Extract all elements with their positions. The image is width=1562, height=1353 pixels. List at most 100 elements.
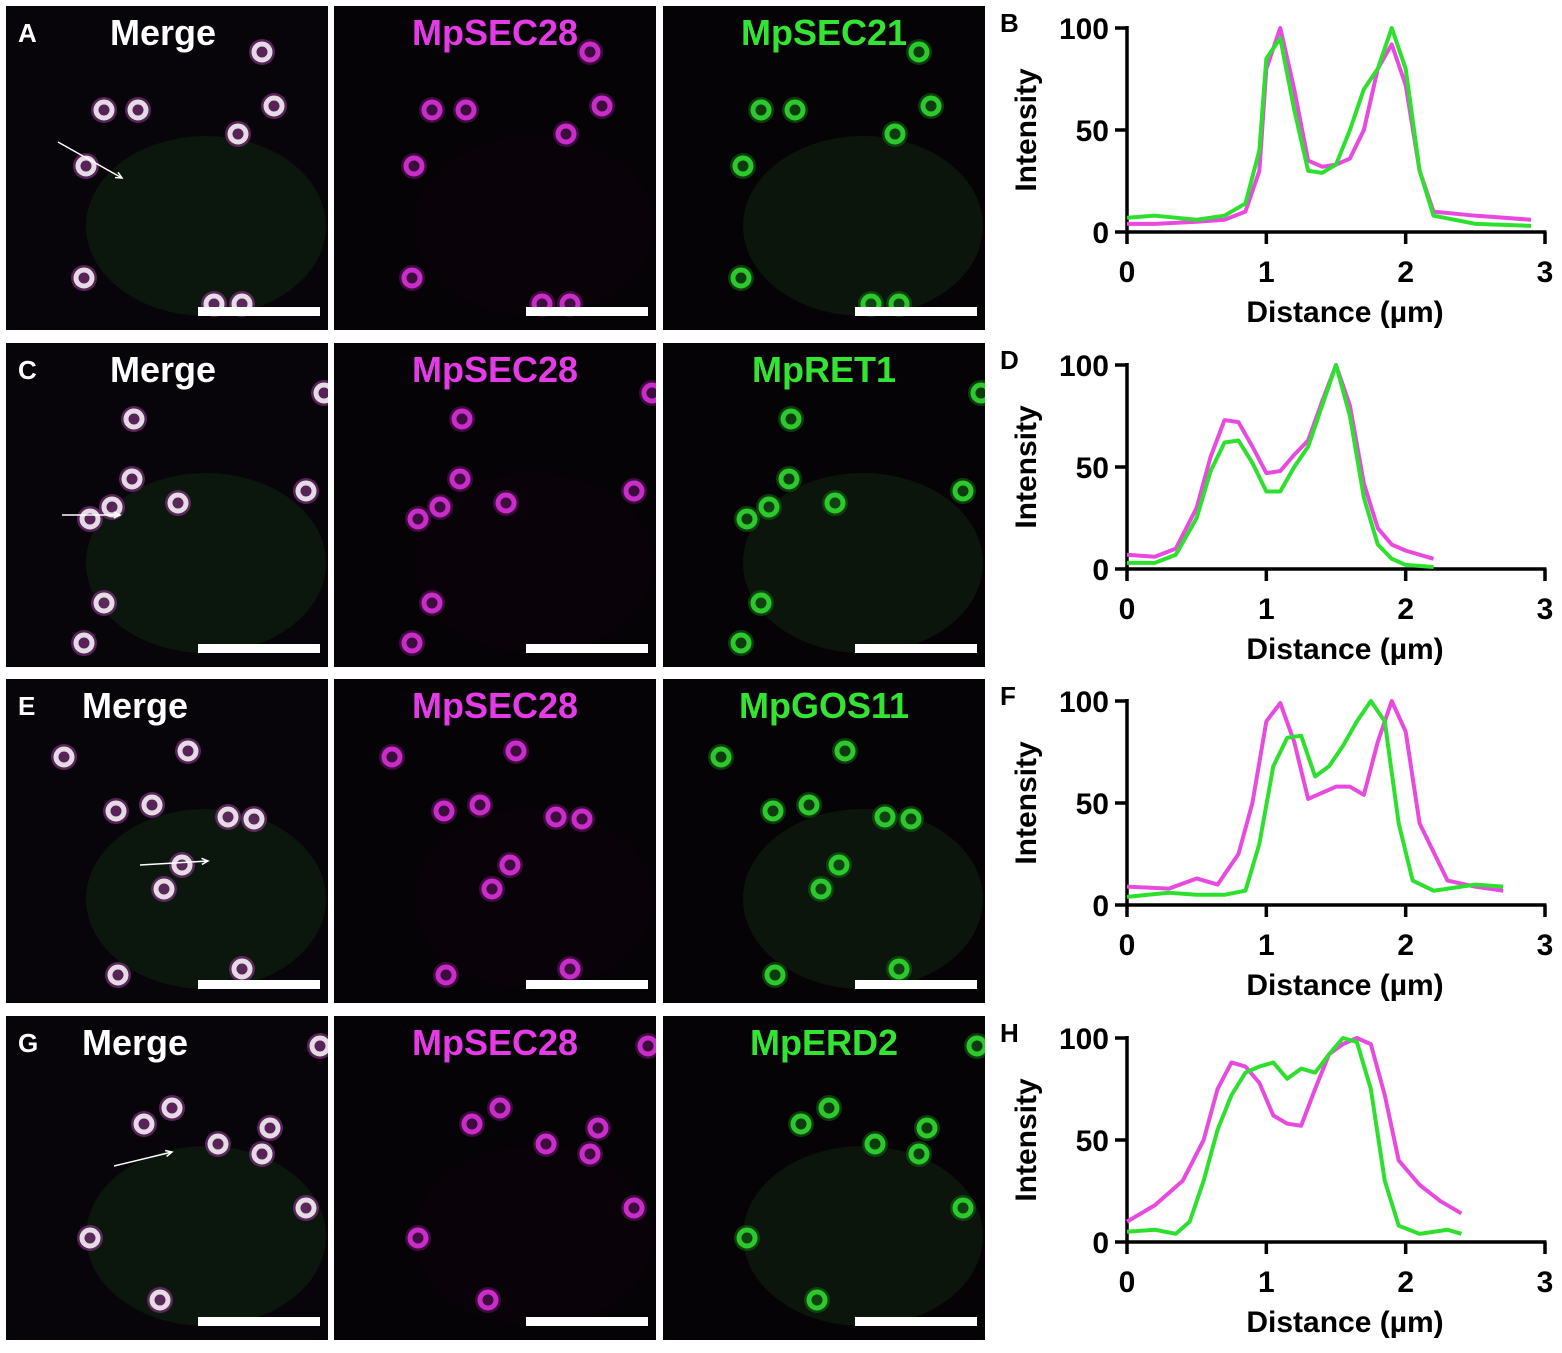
scale-bar xyxy=(198,980,320,989)
intensity-profile-chart: F 0 50 100 0 1 2 3 Distance (µm) Intensity xyxy=(1000,675,1562,1011)
punctum-ring xyxy=(762,800,784,822)
micrograph-image xyxy=(728,380,985,656)
scale-bar xyxy=(526,980,648,989)
punctum-ring xyxy=(407,1227,429,1249)
punctum-ring xyxy=(730,632,752,654)
punctum-ring xyxy=(637,1035,656,1057)
punctum-ring xyxy=(403,155,425,177)
punctum-ring xyxy=(790,1113,812,1135)
punctum-ring xyxy=(79,508,101,530)
punctum-ring xyxy=(489,1097,511,1119)
punctum-ring xyxy=(461,1113,483,1135)
punctum-ring xyxy=(73,632,95,654)
x-tick-label: 0 xyxy=(1119,1266,1136,1299)
punctum-ring xyxy=(824,492,846,514)
channel-label: MpSEC21 xyxy=(740,12,908,53)
mpsec28-image-panel: MpSEC28 xyxy=(334,6,656,330)
punctum-ring xyxy=(750,99,772,121)
punctum-ring xyxy=(381,746,403,768)
punctum-ring xyxy=(810,878,832,900)
micrograph-image xyxy=(708,738,983,989)
punctum-ring xyxy=(251,1143,273,1165)
punctum-ring xyxy=(555,123,577,145)
line-profile-arrow xyxy=(57,141,123,179)
channel-label: MpSEC28 xyxy=(411,12,579,53)
x-tick-label: 2 xyxy=(1397,1266,1414,1299)
x-axis-label: Distance (µm) xyxy=(1246,1306,1443,1339)
punctum-ring xyxy=(161,1097,183,1119)
punctum-ring xyxy=(433,800,455,822)
punctum-ring xyxy=(884,123,906,145)
x-tick-label: 0 xyxy=(1119,256,1136,289)
x-tick-label: 3 xyxy=(1537,256,1554,289)
punctum-ring xyxy=(481,878,503,900)
line-profile-arrow xyxy=(139,860,209,866)
channel-label: Merge xyxy=(82,1022,189,1063)
channel-label: Merge xyxy=(82,685,189,726)
marker-image-panel: MpERD2 xyxy=(663,1016,985,1340)
y-tick-label: 50 xyxy=(1076,452,1109,485)
punctum-ring xyxy=(451,408,473,430)
y-axis-label: Intensity xyxy=(1010,1078,1043,1202)
punctum-ring xyxy=(834,740,856,762)
punctum-ring xyxy=(750,592,772,614)
punctum-ring xyxy=(295,1197,317,1219)
marker-image-panel: MpRET1 xyxy=(663,343,985,667)
punctum-ring xyxy=(916,1117,938,1139)
punctum-ring xyxy=(313,382,328,404)
cell-region xyxy=(86,809,326,989)
channel-label: MpSEC28 xyxy=(411,685,579,726)
punctum-ring xyxy=(758,496,780,518)
punctum-ring xyxy=(623,480,645,502)
punctum-ring xyxy=(429,496,451,518)
mpsec28-profile-line xyxy=(1127,26,1532,226)
scale-bar xyxy=(198,307,320,316)
micrograph-image xyxy=(728,39,983,317)
x-axis-label: Distance (µm) xyxy=(1246,633,1443,666)
micrograph-image xyxy=(379,738,654,989)
punctum-ring xyxy=(784,99,806,121)
punctum-ring xyxy=(105,800,127,822)
channel-label: MpERD2 xyxy=(749,1022,898,1063)
intensity-profile-chart: D 0 50 100 0 1 2 3 Distance (µm) Intensity xyxy=(1000,339,1562,675)
scale-bar xyxy=(855,1317,977,1326)
chart-svg: 0 50 100 0 1 2 3 Distance (µm) Intensity xyxy=(1010,686,1553,1002)
punctum-ring xyxy=(455,99,477,121)
punctum-ring xyxy=(231,958,253,980)
punctum-ring xyxy=(587,1117,609,1139)
punctum-ring xyxy=(970,382,985,404)
punctum-ring xyxy=(121,468,143,490)
cell-region xyxy=(414,1146,654,1326)
punctum-ring xyxy=(828,854,850,876)
x-tick-label: 2 xyxy=(1397,256,1414,289)
punctum-ring xyxy=(710,746,732,768)
cell-region xyxy=(743,809,983,989)
scale-bar xyxy=(526,307,648,316)
punctum-ring xyxy=(217,806,239,828)
x-tick-label: 0 xyxy=(1119,929,1136,962)
punctum-ring xyxy=(545,806,567,828)
punctum-ring xyxy=(920,95,942,117)
x-tick-label: 0 xyxy=(1119,593,1136,626)
panel-letter: C xyxy=(18,355,37,385)
punctum-ring xyxy=(908,41,930,63)
y-tick-label: 0 xyxy=(1092,890,1109,923)
punctum-ring xyxy=(908,1143,930,1165)
y-axis-label: Intensity xyxy=(1010,68,1043,192)
punctum-ring xyxy=(401,267,423,289)
punctum-ring xyxy=(107,964,129,986)
mpsec28-profile-line xyxy=(1126,699,1504,893)
punctum-ring xyxy=(93,99,115,121)
y-axis-label: Intensity xyxy=(1010,405,1043,529)
micrograph-image xyxy=(57,39,326,317)
punctum-ring xyxy=(309,1035,328,1057)
figure-row: A Merge MpSEC28 MpSEC21 B 0 50 100 0 1 2 3 Distance … xyxy=(0,6,1562,332)
punctum-ring xyxy=(952,480,974,502)
scale-bar xyxy=(855,307,977,316)
punctum-ring xyxy=(535,1133,557,1155)
punctum-ring xyxy=(227,123,249,145)
channel-label: MpRET1 xyxy=(752,349,896,390)
merge-image-panel: G Merge xyxy=(6,1016,328,1340)
punctum-ring xyxy=(259,1117,281,1139)
punctum-ring xyxy=(149,1289,171,1311)
